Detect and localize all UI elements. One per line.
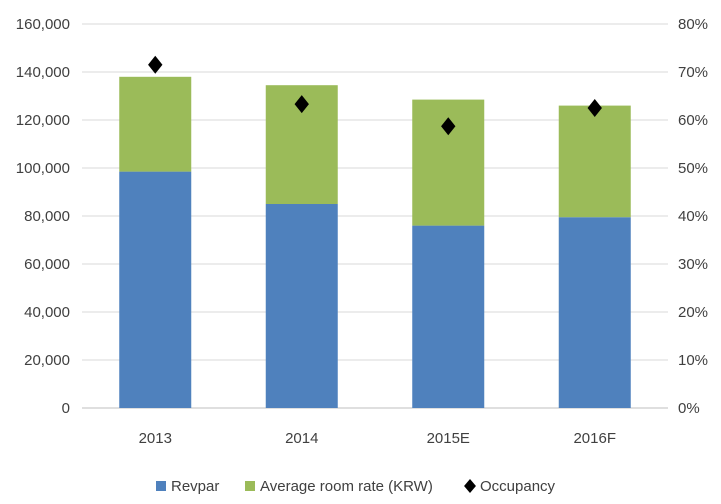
right-tick-label: 40%	[678, 208, 708, 225]
right-tick-label: 20%	[678, 304, 708, 321]
left-tick-label: 60,000	[24, 256, 70, 273]
legend-occupancy-label: Occupancy	[480, 478, 556, 495]
right-tick-label: 70%	[678, 64, 708, 81]
legend-occupancy-swatch	[464, 479, 476, 493]
right-tick-label: 10%	[678, 352, 708, 369]
x-tick-label: 2013	[139, 430, 172, 447]
right-tick-label: 30%	[678, 256, 708, 273]
legend-revpar-swatch	[156, 481, 166, 491]
left-axis-ticks: 0 20,000 40,000 60,000 80,000 100,000 120,000 1…	[16, 16, 70, 417]
left-tick-label: 40,000	[24, 304, 70, 321]
left-tick-label: 0	[62, 400, 70, 417]
x-tick-label: 2016F	[573, 430, 616, 447]
room-rate-bar	[558, 105, 631, 218]
revpar-bar	[412, 225, 485, 408]
right-tick-label: 50%	[678, 160, 708, 177]
occupancy-marker	[148, 55, 163, 74]
right-tick-label: 80%	[678, 16, 708, 33]
left-tick-label: 160,000	[16, 16, 70, 33]
occupancy-marker	[294, 95, 309, 114]
legend-room-rate-swatch	[245, 481, 255, 491]
legend-room-rate-label: Average room rate (KRW)	[260, 478, 433, 495]
left-tick-label: 120,000	[16, 112, 70, 129]
left-tick-label: 20,000	[24, 352, 70, 369]
bars-group	[119, 76, 631, 408]
x-axis-ticks: 2013 2014 2015E 2016F	[139, 430, 616, 447]
x-tick-label: 2015E	[427, 430, 470, 447]
occupancy-marker	[441, 117, 456, 136]
revpar-bar	[558, 217, 631, 408]
right-tick-label: 0%	[678, 400, 700, 417]
occupancy-markers	[148, 55, 602, 136]
right-axis-ticks: 0% 10% 20% 30% 40% 50% 60% 70% 80%	[678, 16, 708, 417]
left-tick-label: 100,000	[16, 160, 70, 177]
legend-revpar-label: Revpar	[171, 478, 219, 495]
left-tick-label: 80,000	[24, 208, 70, 225]
left-tick-label: 140,000	[16, 64, 70, 81]
room-rate-bar	[119, 76, 192, 172]
revpar-bar	[265, 204, 338, 408]
x-tick-label: 2014	[285, 430, 318, 447]
right-tick-label: 60%	[678, 112, 708, 129]
occupancy-marker	[587, 99, 602, 117]
revpar-bar	[119, 171, 192, 408]
legend: Revpar Average room rate (KRW) Occupancy	[156, 478, 556, 495]
